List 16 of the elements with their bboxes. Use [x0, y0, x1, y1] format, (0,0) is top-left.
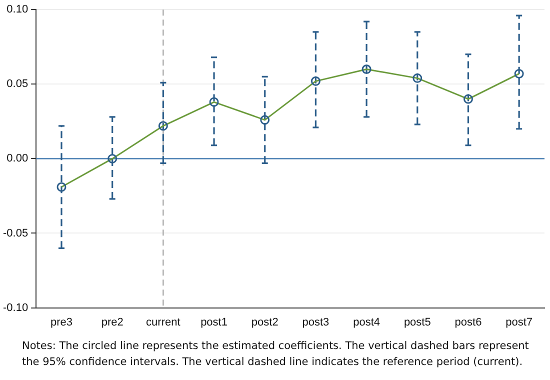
x-tick-label: pre3	[50, 316, 73, 328]
x-tick-label: post4	[353, 316, 380, 328]
x-tick-label: post5	[404, 316, 431, 328]
x-tick-label: post1	[200, 316, 228, 328]
x-tick-label: post7	[506, 316, 533, 328]
y-tick-label: 0.05	[6, 78, 28, 90]
y-tick-label: 0.00	[6, 152, 28, 165]
y-tick-label: -0.10	[2, 302, 28, 314]
y-tick-label: 0.10	[6, 4, 28, 16]
text: Notes: The circled line represents the estimated coefficients. The vertical dashed bars represent the 95% confidence intervals. The vertical dashed line indicates the reference period (current).	[22, 339, 530, 370]
x-tick-label: current	[146, 316, 180, 328]
x-tick-label: post3	[302, 316, 330, 328]
x-tick-label: pre2	[101, 316, 124, 328]
x-tick-label: post2	[251, 316, 278, 328]
y-tick-label: -0.05	[2, 227, 28, 240]
x-tick-label: post6	[454, 316, 482, 328]
